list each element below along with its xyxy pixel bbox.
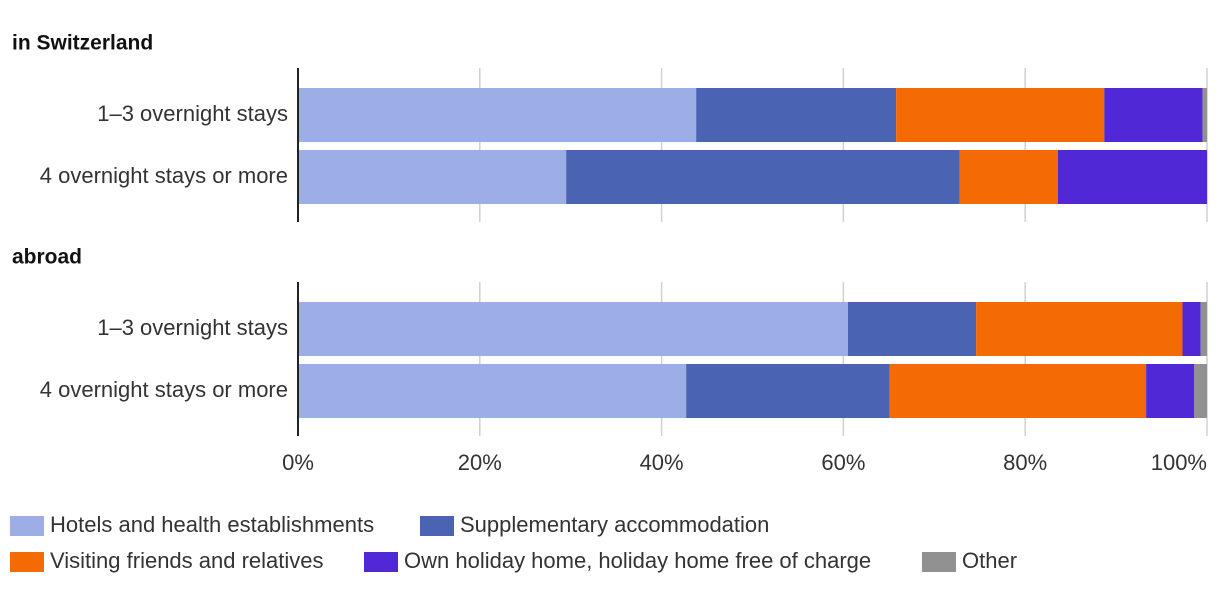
bar-segment — [889, 364, 1147, 418]
category-label: 1–3 overnight stays — [97, 101, 288, 126]
x-tick-label: 40% — [640, 450, 684, 475]
bar-segment — [1104, 88, 1203, 142]
bar-segment — [686, 364, 890, 418]
bar-segment — [896, 88, 1105, 142]
legend-swatch — [420, 516, 454, 536]
category-label: 4 overnight stays or more — [40, 163, 288, 188]
panel-title: abroad — [12, 246, 82, 269]
bar-segment — [976, 302, 1183, 356]
x-tick-label: 100% — [1151, 450, 1207, 475]
bar-segment — [566, 150, 960, 204]
legend-swatch — [10, 516, 44, 536]
legend-label: Hotels and health establishments — [50, 512, 374, 537]
x-tick-label: 80% — [1003, 450, 1047, 475]
x-tick-label: 60% — [821, 450, 865, 475]
legend-swatch — [922, 552, 956, 572]
x-tick-label: 0% — [282, 450, 314, 475]
bar-segment — [298, 88, 697, 142]
category-label: 4 overnight stays or more — [40, 377, 288, 402]
bar-segment — [298, 302, 848, 356]
category-label: 1–3 overnight stays — [97, 315, 288, 340]
bar-segment — [1057, 150, 1207, 204]
legend-label: Other — [962, 548, 1017, 573]
bar-segment — [1194, 364, 1207, 418]
bar-segment — [298, 150, 567, 204]
bar-segment — [1202, 88, 1207, 142]
bar-segment — [847, 302, 977, 356]
bar-segment — [1182, 302, 1201, 356]
legend-label: Visiting friends and relatives — [50, 548, 324, 573]
legend-label: Own holiday home, holiday home free of c… — [404, 548, 871, 573]
legend-swatch — [10, 552, 44, 572]
bar-segment — [1146, 364, 1195, 418]
bar-segment — [696, 88, 897, 142]
panel-title: in Switzerland — [12, 32, 153, 55]
x-tick-label: 20% — [458, 450, 502, 475]
bar-segment — [298, 364, 687, 418]
bar-segment — [1200, 302, 1207, 356]
legend-swatch — [364, 552, 398, 572]
bar-segment — [959, 150, 1058, 204]
legend-label: Supplementary accommodation — [460, 512, 769, 537]
